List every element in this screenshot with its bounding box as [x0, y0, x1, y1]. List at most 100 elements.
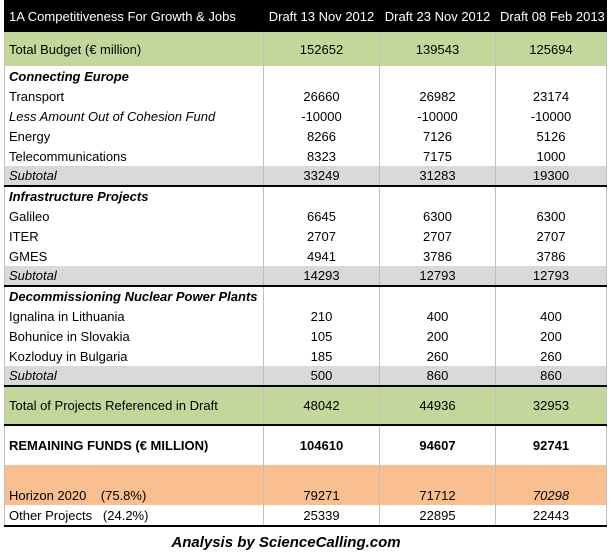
- value-cell: 152652: [263, 32, 380, 66]
- table-row: Telecommunications 8323 7175 1000: [4, 146, 607, 166]
- value-cell: 19300: [495, 166, 607, 186]
- header-cell: Draft 08 Feb 2013: [495, 0, 607, 32]
- value-cell: [263, 66, 380, 86]
- table-row: Infrastructure Projects: [4, 185, 607, 206]
- value-cell: 12793: [495, 266, 607, 286]
- value-cell: [379, 66, 496, 86]
- footer: Analysis by ScienceCalling.com: [171, 534, 401, 551]
- value-cell: 260: [379, 346, 496, 366]
- value-cell: 26660: [263, 86, 380, 106]
- budget-table: 1A Competitiveness For Growth & Jobs Draf…: [4, 0, 607, 527]
- empty-cell: [263, 465, 380, 485]
- table-row: Horizon 2020 (75.8%) 79271 71712 70298: [4, 485, 607, 505]
- value-cell: [495, 66, 607, 86]
- value-cell: [263, 185, 380, 206]
- value-cell: [379, 185, 496, 206]
- value-cell: 26982: [379, 86, 496, 106]
- header-cell: 1A Competitiveness For Growth & Jobs: [4, 0, 264, 32]
- table-row: Ignalina in Lithuania 210 400 400: [4, 306, 607, 326]
- row-label: Other Projects (24.2%): [4, 505, 264, 526]
- empty-cell: [379, 465, 496, 485]
- table-row: Galileo 6645 6300 6300: [4, 206, 607, 226]
- value-cell: 22443: [495, 505, 607, 526]
- row-label: Decommissioning Nuclear Power Plants: [4, 285, 264, 306]
- empty-cell: [379, 525, 496, 527]
- value-cell: -10000: [379, 106, 496, 126]
- table-row: Decommissioning Nuclear Power Plants: [4, 285, 607, 306]
- value-cell: 104610: [263, 424, 380, 465]
- table-row: Other Projects (24.2%) 25339 22895 22443: [4, 505, 607, 526]
- value-cell: 860: [495, 366, 607, 386]
- table-row: Less Amount Out of Cohesion Fund -10000 -1…: [4, 106, 607, 126]
- row-label: Bohunice in Slovakia: [4, 326, 264, 346]
- value-cell: [495, 185, 607, 206]
- row-label: REMAINING FUNDS (€ MILLION): [4, 424, 264, 465]
- table-row: Subtotal 14293 12793 12793: [4, 266, 607, 286]
- value-cell: 105: [263, 326, 380, 346]
- row-label: GMES: [4, 246, 264, 266]
- table-row: Transport 26660 26982 23174: [4, 86, 607, 106]
- value-cell: 33249: [263, 166, 380, 186]
- value-cell: 500: [263, 366, 380, 386]
- row-label: Ignalina in Lithuania: [4, 306, 264, 326]
- value-cell: -10000: [263, 106, 380, 126]
- value-cell: 94607: [379, 424, 496, 465]
- table-row: GMES 4941 3786 3786: [4, 246, 607, 266]
- row-label: Subtotal: [4, 366, 264, 386]
- row-label: Horizon 2020 (75.8%): [4, 485, 264, 505]
- value-cell: [379, 285, 496, 306]
- value-cell: 200: [495, 326, 607, 346]
- value-cell: 4941: [263, 246, 380, 266]
- value-cell: 860: [379, 366, 496, 386]
- value-cell: 139543: [379, 32, 496, 66]
- value-cell: 260: [495, 346, 607, 366]
- value-cell: 14293: [263, 266, 380, 286]
- empty-cell: [495, 465, 607, 485]
- value-cell: 2707: [379, 226, 496, 246]
- value-cell: [495, 285, 607, 306]
- header-cell: Draft 13 Nov 2012: [263, 0, 380, 32]
- value-cell: 25339: [263, 505, 380, 526]
- row-label: ITER: [4, 226, 264, 246]
- table-row: Subtotal 33249 31283 19300: [4, 166, 607, 186]
- value-cell: 5126: [495, 126, 607, 146]
- value-cell: 8323: [263, 146, 380, 166]
- value-cell: 44936: [379, 385, 496, 425]
- row-label: Transport: [4, 86, 264, 106]
- value-cell: 185: [263, 346, 380, 366]
- row-label: Total of Projects Referenced in Draft: [4, 385, 264, 425]
- value-cell: 70298: [495, 485, 607, 505]
- value-cell: 12793: [379, 266, 496, 286]
- row-label: Galileo: [4, 206, 264, 226]
- header-row: 1A Competitiveness For Growth & Jobs Draf…: [4, 0, 607, 32]
- spacer-row: [4, 465, 607, 485]
- value-cell: 22895: [379, 505, 496, 526]
- value-cell: 7175: [379, 146, 496, 166]
- row-label: Energy: [4, 126, 264, 146]
- value-cell: 200: [379, 326, 496, 346]
- value-cell: -10000: [495, 106, 607, 126]
- value-cell: 79271: [263, 485, 380, 505]
- value-cell: 32953: [495, 385, 607, 425]
- table-row: Subtotal 500 860 860: [4, 366, 607, 386]
- table-row: Total of Projects Referenced in Draft 480…: [4, 385, 607, 425]
- value-cell: 6300: [495, 206, 607, 226]
- value-cell: 210: [263, 306, 380, 326]
- header-cell: Draft 23 Nov 2012: [379, 0, 496, 32]
- table-row: Energy 8266 7126 5126: [4, 126, 607, 146]
- value-cell: 8266: [263, 126, 380, 146]
- row-label: Total Budget (€ million): [4, 32, 264, 66]
- empty-cell: [495, 525, 607, 527]
- value-cell: 125694: [495, 32, 607, 66]
- table-row: Bohunice in Slovakia 105 200 200: [4, 326, 607, 346]
- value-cell: 6645: [263, 206, 380, 226]
- empty-cell: [4, 465, 264, 485]
- row-label: Kozloduy in Bulgaria: [4, 346, 264, 366]
- row-label: Telecommunications: [4, 146, 264, 166]
- value-cell: 2707: [495, 226, 607, 246]
- value-cell: 71712: [379, 485, 496, 505]
- value-cell: [263, 285, 380, 306]
- value-cell: 92741: [495, 424, 607, 465]
- table-row: ITER 2707 2707 2707: [4, 226, 607, 246]
